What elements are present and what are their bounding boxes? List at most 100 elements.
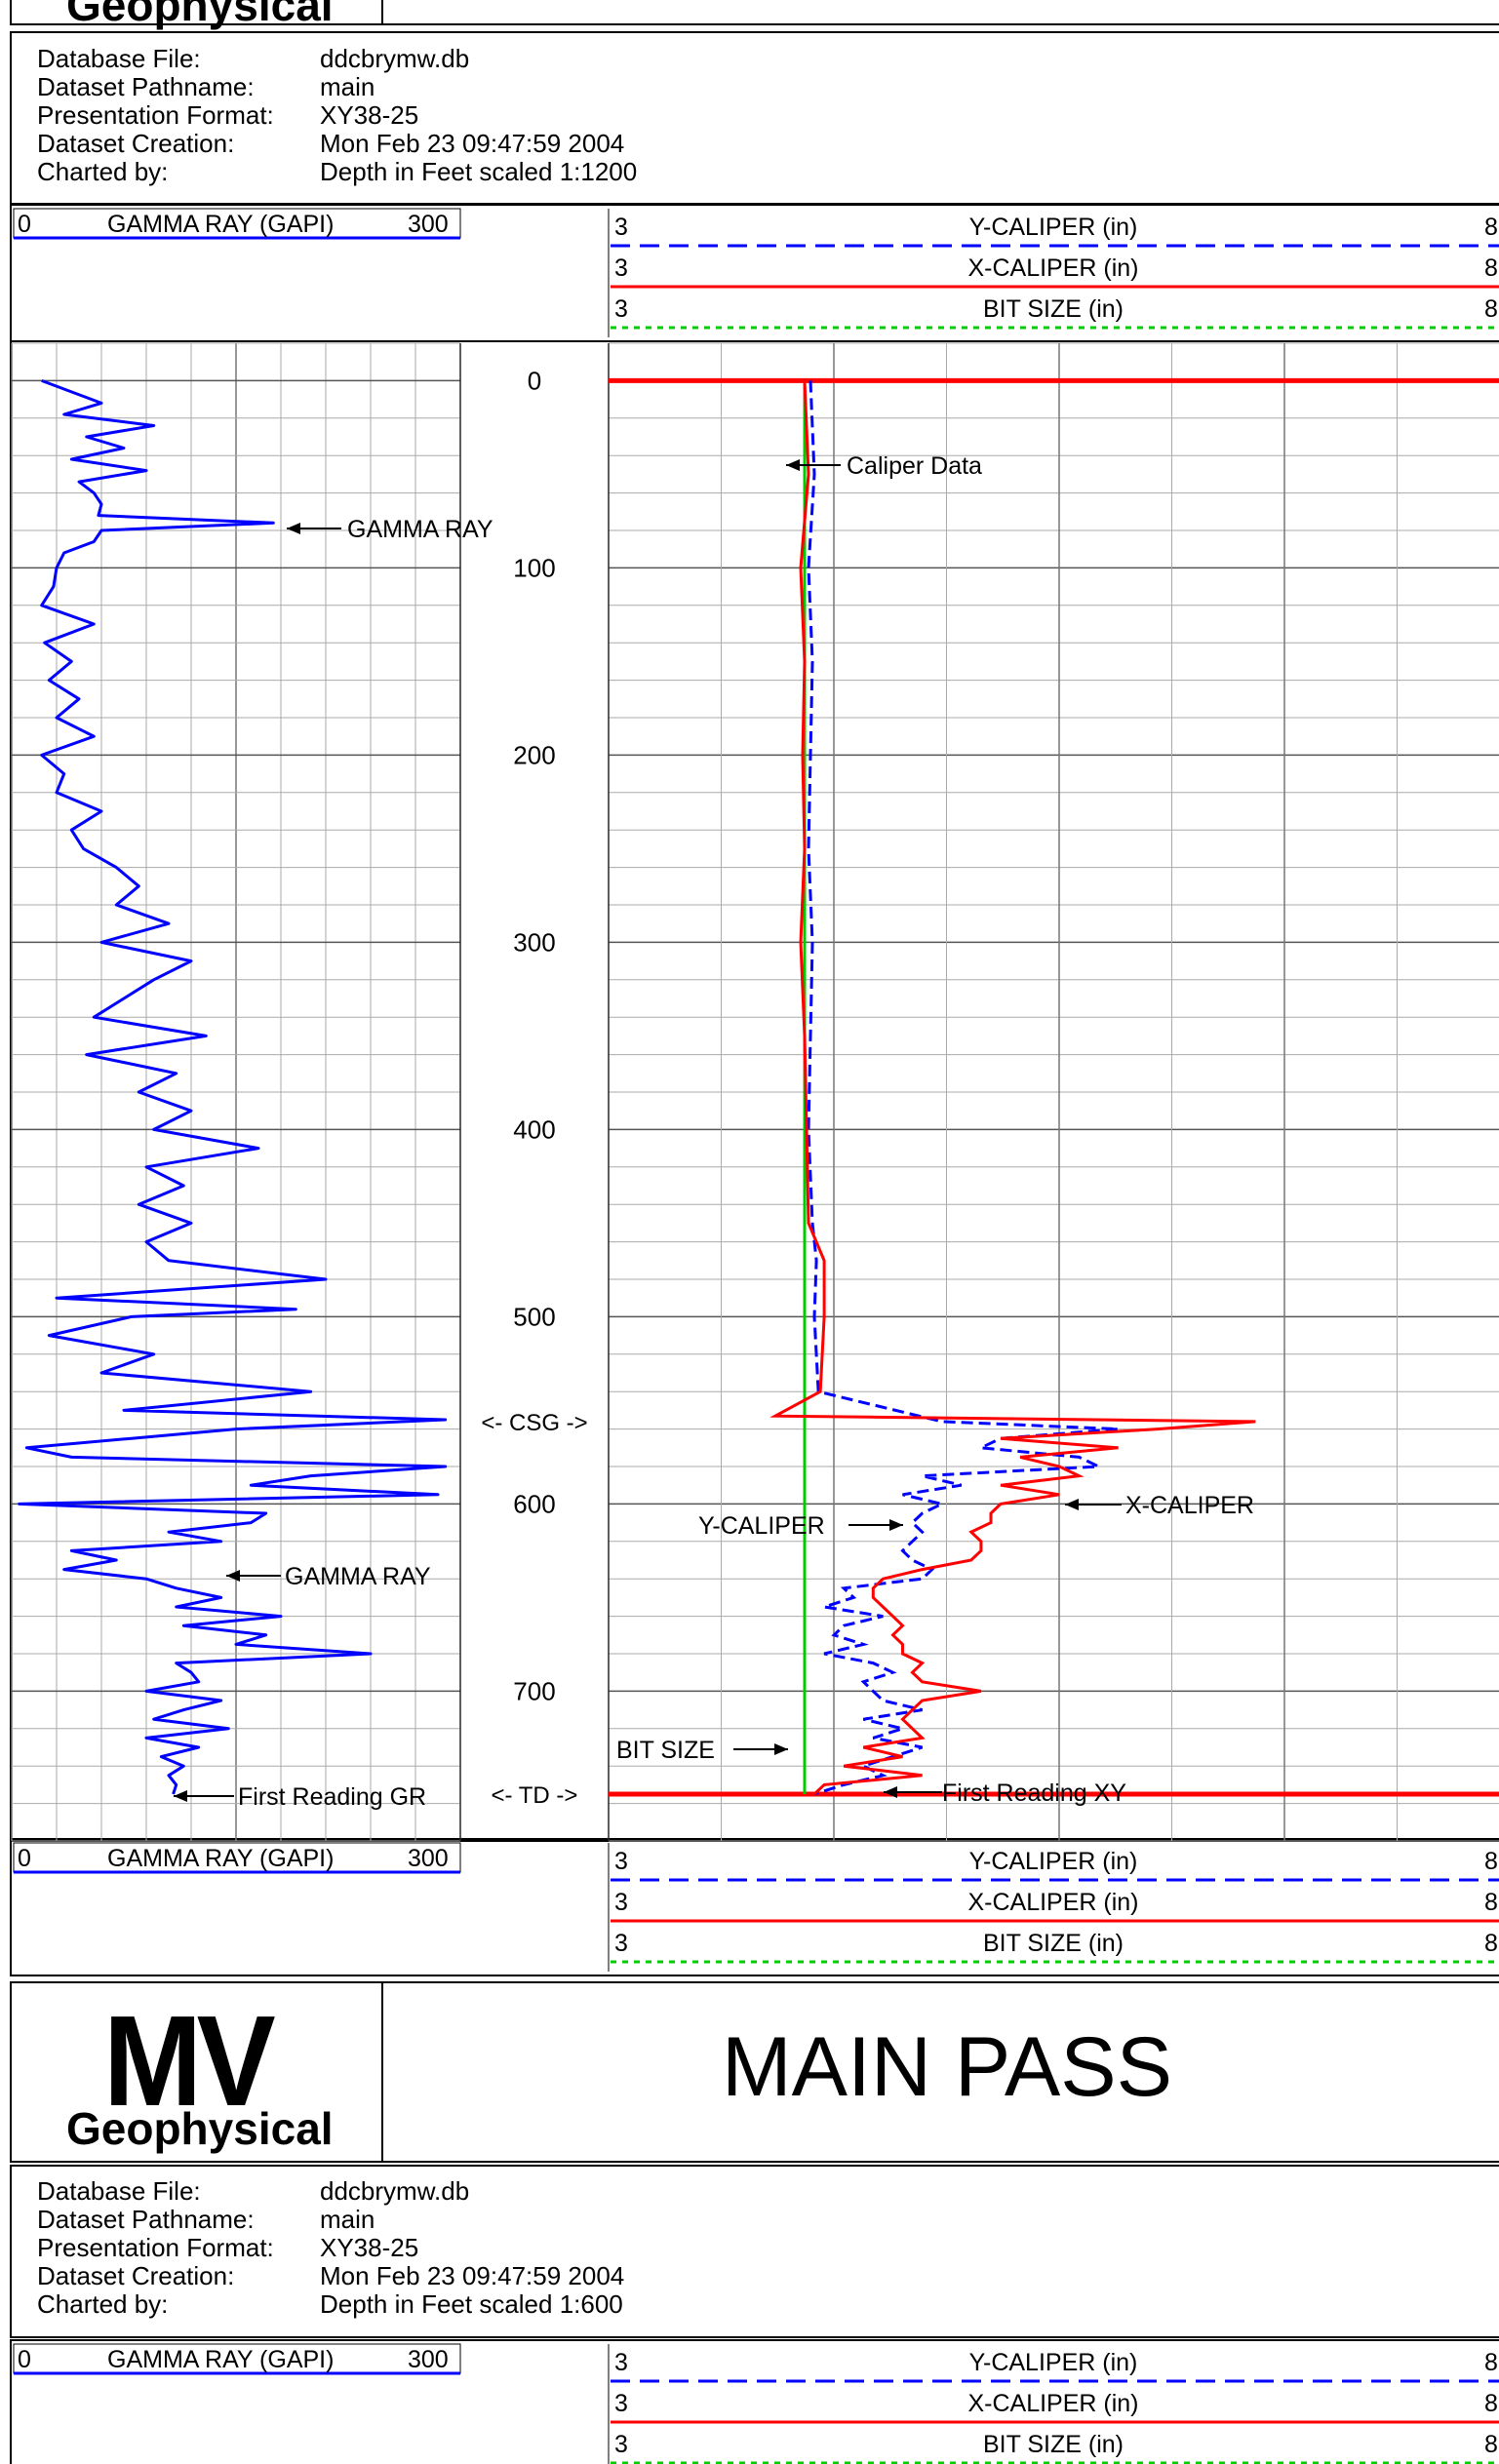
page-title: MAIN PASS: [722, 2020, 1172, 2114]
info-label: Presentation Format:: [37, 100, 274, 130]
arrow-ycal-head: [889, 1519, 903, 1531]
info-label: Database File:: [37, 2176, 201, 2206]
curve-min-label: 3: [614, 214, 628, 241]
curve-max-label: 8: [1484, 1889, 1498, 1916]
curve-header-label: X-CALIPER (in): [967, 2390, 1138, 2417]
info-label: Database File:: [37, 44, 201, 73]
info-label: Dataset Pathname:: [37, 72, 255, 101]
arrow-gamma1-head: [287, 523, 300, 534]
depth-tick-label: 500: [513, 1302, 555, 1331]
header-bottom-border: [10, 1838, 1499, 1976]
annotation-x-caliper: X-CALIPER: [1125, 1492, 1254, 1519]
gamma-min-label: 0: [18, 1845, 31, 1872]
annotation-gamma-ray: GAMMA RAY: [347, 516, 493, 543]
info-label: Dataset Creation:: [37, 2261, 235, 2290]
annotation-bit-size: BIT SIZE: [616, 1737, 715, 1764]
curve-min-label: 3: [614, 2431, 628, 2458]
annotation-gamma-ray-2: GAMMA RAY: [285, 1563, 431, 1590]
arrow-caliper-head: [786, 459, 800, 471]
depth-marker-label: <- TD ->: [492, 1782, 578, 1809]
curve-max-label: 8: [1484, 2431, 1498, 2458]
depth-tick-label: 300: [513, 927, 555, 957]
info-label: Charted by:: [37, 157, 169, 186]
curve-max-label: 8: [1484, 1930, 1498, 1957]
top-logo-divider: [381, 0, 383, 25]
gamma-min-label: 0: [18, 2346, 31, 2373]
curve-max-label: 8: [1484, 295, 1498, 323]
curve-max-label: 8: [1484, 2390, 1498, 2417]
curve-header-label: BIT SIZE (in): [983, 1930, 1124, 1957]
depth-tick-label: 600: [513, 1489, 555, 1518]
arrow-gamma2-head: [226, 1570, 240, 1582]
arrow-xcal-head: [1065, 1499, 1079, 1510]
y-caliper-curve: [807, 380, 1119, 1796]
info-value: Mon Feb 23 09:47:59 2004: [320, 129, 625, 158]
info-value: XY38-25: [320, 2233, 419, 2262]
gamma-max-label: 300: [408, 211, 449, 238]
curve-min-label: 3: [614, 1930, 628, 1957]
top-logo-partial: Geophysical: [66, 0, 334, 30]
depth-marker-label: <- CSG ->: [481, 1410, 587, 1436]
x-caliper-curve: [769, 380, 1256, 1796]
annotation-first-reading-gr: First Reading GR: [238, 1783, 426, 1811]
gamma-header-label: GAMMA RAY (GAPI): [107, 211, 334, 238]
info-label: Dataset Creation:: [37, 129, 235, 158]
gamma-max-label: 300: [408, 2346, 449, 2373]
curve-max-label: 8: [1484, 1848, 1498, 1875]
curve-min-label: 3: [614, 254, 628, 282]
arrow-first-xy-head: [884, 1786, 897, 1798]
curve-header-label: BIT SIZE (in): [983, 295, 1124, 323]
depth-tick-label: 700: [513, 1676, 555, 1705]
info-value: ddcbrymw.db: [320, 2176, 470, 2206]
curve-max-label: 8: [1484, 254, 1498, 282]
info-box-bottom: [10, 2165, 1499, 2338]
curve-layer: [18, 377, 1499, 1797]
top-logo-box: [10, 0, 1499, 25]
grid-layer: [11, 342, 1499, 1842]
curve-min-label: 3: [614, 295, 628, 323]
info-list-bottom: Database File: ddcbrymw.db Dataset Pathna…: [37, 2177, 817, 2324]
logo-divider: [381, 1981, 383, 2163]
header-lower-border: [10, 2339, 1499, 2464]
gamma-header-label: GAMMA RAY (GAPI): [107, 1845, 334, 1872]
curve-header-label: Y-CALIPER (in): [969, 2349, 1138, 2376]
depth-tick-label: 400: [513, 1115, 555, 1144]
label-layer: 0 GAMMA RAY (GAPI) 300 3 Y-CALIPER (in) 83 X-C…: [18, 211, 1498, 2458]
logo-geophysical: Geophysical: [66, 2103, 334, 2154]
logo-mv: MV: [103, 1989, 276, 2132]
curve-max-label: 8: [1484, 214, 1498, 241]
info-value: ddcbrymw.db: [320, 44, 470, 73]
annotation-caliper-data: Caliper Data: [847, 452, 982, 480]
curve-header-label: Y-CALIPER (in): [969, 214, 1138, 241]
depth-tick-label: 0: [528, 366, 541, 395]
gamma-ray-curve: [18, 378, 448, 1795]
curve-min-label: 3: [614, 2349, 628, 2376]
info-label: Presentation Format:: [37, 2233, 274, 2262]
gamma-max-label: 300: [408, 1845, 449, 1872]
curve-min-label: 3: [614, 2390, 628, 2417]
annotation-y-caliper: Y-CALIPER: [698, 1512, 825, 1540]
gamma-header-label: GAMMA RAY (GAPI): [107, 2346, 334, 2373]
curve-min-label: 3: [614, 1848, 628, 1875]
info-value: Depth in Feet scaled 1:600: [320, 2289, 623, 2319]
info-label: Dataset Pathname:: [37, 2205, 255, 2234]
curve-header-label: X-CALIPER (in): [967, 254, 1138, 282]
arrow-bit-head: [774, 1743, 788, 1755]
logo-title-box: [10, 1981, 1499, 2163]
curve-header-label: Y-CALIPER (in): [969, 1848, 1138, 1875]
depth-tick-label: 200: [513, 740, 555, 769]
arrow-first-gr-head: [174, 1790, 187, 1802]
curve-max-label: 8: [1484, 2349, 1498, 2376]
info-value: XY38-25: [320, 100, 419, 130]
info-value: main: [320, 2205, 375, 2234]
curve-header-label: BIT SIZE (in): [983, 2431, 1124, 2458]
info-value: Depth in Feet scaled 1:1200: [320, 157, 638, 186]
info-value: Mon Feb 23 09:47:59 2004: [320, 2261, 625, 2290]
depth-tick-label: 100: [513, 553, 555, 582]
info-list-top: Database File: ddcbrymw.db Dataset Pathna…: [37, 45, 817, 191]
curve-header-label: X-CALIPER (in): [967, 1889, 1138, 1916]
annotation-first-reading-xy: First Reading XY: [942, 1780, 1126, 1807]
curve-min-label: 3: [614, 1889, 628, 1916]
info-value: main: [320, 72, 375, 101]
